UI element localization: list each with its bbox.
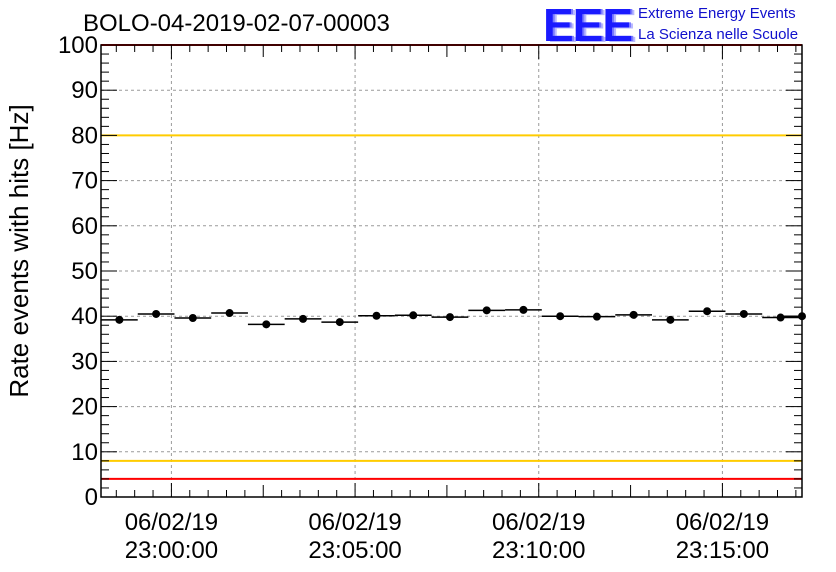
y-tick-label: 10: [71, 439, 98, 466]
data-point: [592, 312, 601, 321]
data-point: [629, 310, 638, 319]
x-tick-label-time: 23:15:00: [676, 537, 769, 564]
data-point: [299, 314, 308, 323]
data-point: [152, 309, 161, 318]
data-point: [776, 313, 785, 322]
data-point: [409, 311, 418, 320]
run-title: BOLO-04-2019-02-07-00003: [83, 10, 390, 37]
data-point: [335, 318, 344, 327]
y-axis-title: Rate events with hits [Hz]: [4, 104, 34, 397]
x-tick-label-time: 23:00:00: [125, 537, 218, 564]
data-point: [703, 307, 712, 316]
reference-lines: [101, 44, 802, 480]
y-tick-label: 60: [71, 213, 98, 240]
y-tick-label: 40: [71, 303, 98, 330]
x-tick-label-date: 06/02/19: [308, 509, 401, 536]
grid-layer: [101, 45, 802, 497]
y-tick-label: 70: [71, 168, 98, 195]
data-point: [225, 309, 234, 318]
axis-ticks: [101, 44, 802, 498]
data-point: [188, 314, 197, 323]
data-point: [115, 315, 124, 324]
x-tick-label-date: 06/02/19: [125, 509, 218, 536]
data-point: [519, 305, 528, 314]
data-points: [101, 305, 806, 329]
y-tick-label: 100: [58, 32, 98, 59]
y-tick-label: 0: [85, 484, 98, 511]
x-tick-label-date: 06/02/19: [492, 509, 585, 536]
data-point: [666, 315, 675, 324]
data-point: [262, 320, 271, 329]
y-tick-label: 50: [71, 258, 98, 285]
y-tick-label: 20: [71, 394, 98, 421]
y-tick-label: 80: [71, 122, 98, 149]
data-point: [556, 312, 565, 321]
data-point: [445, 313, 454, 322]
eee-logo: EEE Extreme Energy Events La Scienza nel…: [543, 0, 833, 51]
x-tick-label-date: 06/02/19: [676, 509, 769, 536]
data-point: [482, 306, 491, 315]
y-tick-label: 30: [71, 348, 98, 375]
y-tick-label: 90: [71, 77, 98, 104]
logo-line-2: La Scienza nelle Scuole: [638, 26, 799, 43]
data-point: [372, 311, 381, 320]
axis-labels: 010203040506070809010006/02/1923:00:0006…: [4, 32, 769, 564]
eee-logo-mark: EEE: [543, 0, 633, 51]
x-tick-label-time: 23:05:00: [308, 537, 401, 564]
logo-line-1: Extreme Energy Events: [638, 5, 796, 22]
x-tick-label-time: 23:10:00: [492, 537, 585, 564]
data-point: [739, 309, 748, 318]
